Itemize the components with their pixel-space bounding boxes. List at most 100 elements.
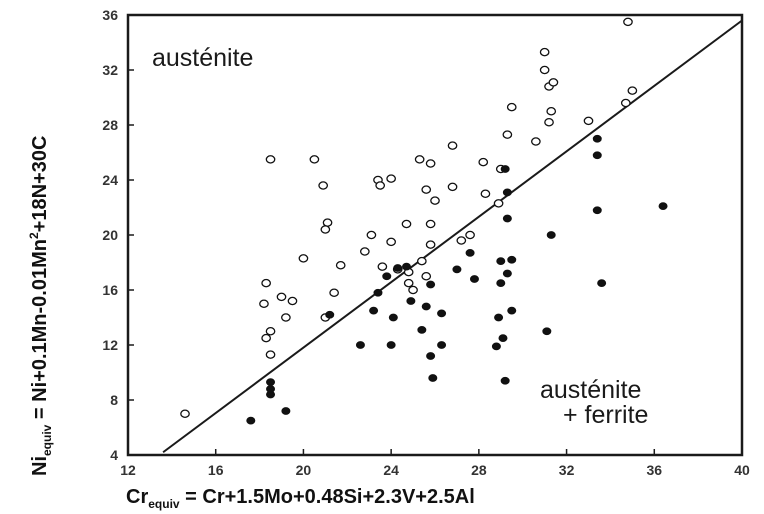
open-circle-point — [546, 107, 557, 116]
x-tick-label: 32 — [559, 462, 575, 478]
y-axis-title-tail: +18N+30C — [29, 136, 51, 233]
filled-circle-point — [542, 327, 552, 336]
open-circle-point — [421, 271, 432, 281]
open-circle-point — [544, 118, 554, 127]
y-tick-label: 8 — [110, 392, 118, 408]
x-tick-label: 24 — [383, 462, 399, 478]
open-circle-point — [478, 157, 489, 167]
filled-circle-point — [498, 334, 508, 343]
filled-circle-point — [386, 341, 396, 349]
open-circle-point — [493, 199, 504, 208]
filled-circle-point — [281, 407, 291, 415]
filled-circle-point — [597, 279, 607, 288]
open-circle-point — [447, 141, 458, 150]
open-circle-point — [539, 65, 550, 75]
open-circle-point — [259, 299, 269, 308]
filled-circle-point — [266, 378, 276, 387]
open-circle-point — [335, 260, 346, 270]
y-tick-label: 16 — [102, 282, 118, 298]
open-circle-point — [430, 196, 440, 205]
filled-circle-point — [428, 374, 438, 382]
open-circle-point — [408, 285, 418, 295]
y-tick-label: 12 — [102, 337, 118, 353]
open-circle-point — [265, 326, 276, 336]
open-circle-point — [403, 278, 414, 288]
filled-circle-point — [266, 385, 276, 393]
filled-circle-point — [507, 306, 517, 315]
annotation-austenite-ferrite-line2: + ferrite — [563, 401, 648, 429]
open-circle-point — [329, 288, 339, 297]
filled-circle-point — [437, 341, 447, 349]
open-circle-point — [425, 219, 436, 229]
filled-circle-point — [592, 151, 602, 160]
filled-circle-point — [500, 165, 510, 173]
y-tick-label: 4 — [110, 447, 118, 463]
filled-circle-point — [325, 310, 335, 319]
filled-circle-point — [406, 297, 416, 305]
open-circle-point — [623, 17, 633, 27]
filled-circle-point — [426, 352, 436, 360]
open-circle-point — [506, 102, 517, 112]
filled-circle-point — [502, 188, 512, 197]
x-tick-label: 40 — [734, 462, 750, 478]
x-tick-label: 16 — [208, 462, 224, 478]
filled-circle-point — [658, 202, 668, 211]
filled-circle-point — [421, 302, 431, 311]
y-axis-title-group: Niequiv = Ni+0.1Mn-0.01Mn2+18N+30C — [27, 136, 54, 476]
filled-circle-point — [437, 309, 447, 318]
open-circle-point — [627, 86, 638, 95]
open-circle-point — [265, 350, 276, 359]
y-axis-title-sub: equiv — [40, 424, 54, 456]
y-axis-title-rest: = Ni+0.1Mn-0.01Mn — [29, 239, 51, 425]
y-tick-label: 36 — [102, 7, 118, 23]
y-axis-title-sup: 2 — [27, 232, 41, 239]
open-circle-point — [281, 313, 291, 322]
filled-circle-point — [417, 325, 427, 334]
x-tick-label: 36 — [646, 462, 662, 478]
filled-circle-point — [393, 264, 403, 272]
filled-circle-point — [494, 313, 504, 322]
annotation-austenite: austénite — [152, 44, 253, 72]
open-circle-point — [318, 181, 329, 190]
filled-circle-point — [355, 341, 365, 349]
filled-circle-point — [502, 214, 512, 223]
open-circle-point — [447, 182, 458, 192]
open-circle-point — [583, 116, 594, 126]
y-axis-title: Niequiv = Ni+0.1Mn-0.01Mn2+18N+30C — [27, 136, 54, 476]
open-circle-point — [261, 333, 271, 343]
open-circle-point — [421, 185, 432, 194]
open-circle-point — [386, 174, 396, 183]
open-circle-point — [377, 262, 388, 271]
open-circle-point — [480, 189, 491, 198]
open-circle-point — [180, 409, 190, 418]
open-circle-point — [375, 181, 386, 190]
filled-circle-point — [401, 262, 411, 271]
y-axis-title-main: Ni — [29, 456, 51, 476]
x-axis-title: Crequiv = Cr+1.5Mo+0.48Si+2.3V+2.5Al — [126, 486, 475, 511]
open-circle-point — [502, 130, 513, 139]
x-tick-label: 28 — [471, 462, 487, 478]
x-axis-title-sub: equiv — [148, 497, 180, 511]
open-circle-point — [265, 155, 276, 164]
open-circle-point — [298, 254, 309, 263]
x-axis-title-rest: = Cr+1.5Mo+0.48Si+2.3V+2.5Al — [180, 486, 475, 508]
open-circle-point — [276, 292, 287, 302]
filled-circle-point — [426, 280, 436, 289]
filled-circle-point — [500, 376, 510, 385]
open-circle-point — [366, 230, 377, 240]
filled-circle-point — [592, 206, 602, 215]
open-circle-point — [386, 237, 396, 247]
open-circle-point — [425, 240, 436, 249]
filled-circle-point — [546, 231, 556, 239]
open-circle-point — [359, 247, 370, 256]
filled-circle-point — [496, 257, 506, 266]
open-circle-point — [320, 225, 331, 234]
filled-circle-point — [373, 288, 383, 297]
open-circle-point — [465, 230, 475, 240]
filled-circle-point — [491, 342, 501, 351]
open-circle-point — [287, 296, 298, 306]
annotation-austenite-ferrite-line1: austénite — [540, 376, 641, 404]
open-circle-point — [539, 47, 550, 57]
y-tick-label: 32 — [102, 62, 118, 78]
